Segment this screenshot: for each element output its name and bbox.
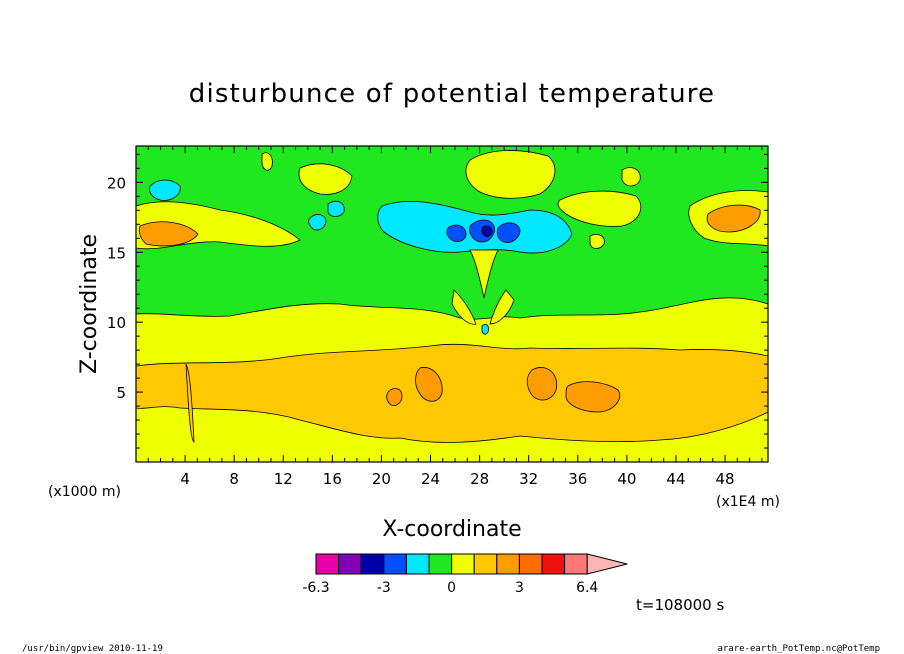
level-band-24 bbox=[621, 167, 641, 187]
level-band-11 bbox=[465, 150, 556, 199]
x-tick-label: 24 bbox=[421, 470, 440, 488]
level-band-17 bbox=[446, 224, 467, 242]
level-band-27 bbox=[185, 363, 195, 443]
x-tick-label: 20 bbox=[372, 470, 391, 488]
x-ticks: 4 8 12 16 20 24 28 32 36 40 44 48 bbox=[147, 146, 763, 488]
x-unit-label: (x1000 m) bbox=[48, 484, 121, 500]
x-tick-label: 48 bbox=[716, 470, 735, 488]
colorbar-label: 0 bbox=[447, 580, 456, 596]
colorbar-swatch bbox=[518, 553, 543, 575]
plot-area bbox=[136, 146, 768, 462]
y-tick-label: 5 bbox=[116, 384, 126, 402]
level-band-13 bbox=[298, 163, 353, 195]
level-band-21 bbox=[469, 249, 499, 299]
x-tick-label: 40 bbox=[617, 470, 636, 488]
x-tick-label: 36 bbox=[568, 470, 587, 488]
x-tick-label: 4 bbox=[180, 470, 190, 488]
y-tick-label: 20 bbox=[107, 174, 126, 192]
colorbar-swatch bbox=[541, 553, 566, 575]
level-band-2 bbox=[136, 343, 768, 443]
level-band-3 bbox=[415, 366, 443, 402]
y-tick-label: 15 bbox=[107, 244, 126, 262]
colorbar-swatch bbox=[405, 553, 430, 575]
chart-title: disturbunce of potential temperature bbox=[189, 79, 716, 109]
level-band-4 bbox=[526, 367, 558, 401]
level-band-28 bbox=[481, 225, 493, 237]
level-band-26 bbox=[261, 152, 273, 171]
level-band-6 bbox=[386, 388, 403, 406]
x-tick-label: 12 bbox=[274, 470, 293, 488]
colorbar-label: 3 bbox=[515, 580, 524, 596]
colorbar bbox=[315, 553, 628, 575]
level-band-22 bbox=[451, 289, 477, 325]
x-tick-label: 32 bbox=[519, 470, 538, 488]
level-band-29 bbox=[481, 324, 489, 335]
colorbar-swatch bbox=[383, 553, 407, 575]
x-scale-note: (x1E4 m) bbox=[716, 494, 780, 510]
level-band-8 bbox=[138, 221, 199, 247]
y-axis-label: Z-coordinate bbox=[77, 234, 102, 374]
colorbar-label: 6.4 bbox=[576, 580, 598, 596]
colorbar-label: -6.3 bbox=[302, 580, 329, 596]
level-band-18 bbox=[149, 179, 181, 201]
footer-right: arare-earth_PotTemp.nc@PotTemp bbox=[717, 644, 880, 654]
colorbar-swatch bbox=[338, 553, 362, 575]
level-band-12 bbox=[557, 190, 642, 227]
x-tick-label: 8 bbox=[229, 470, 239, 488]
colorbar-swatch bbox=[473, 553, 498, 575]
level-band-16 bbox=[496, 222, 521, 243]
time-label: t=108000 s bbox=[636, 596, 724, 614]
level-band-19 bbox=[308, 214, 327, 231]
footer-left: /usr/bin/gpview 2010-11-19 bbox=[22, 644, 163, 654]
level-band-10 bbox=[706, 204, 761, 233]
x-axis-label: X-coordinate bbox=[382, 517, 521, 542]
colorbar-arrow bbox=[586, 553, 628, 575]
colorbar-swatch bbox=[451, 553, 475, 575]
y-ticks: 5 10 15 20 bbox=[107, 153, 768, 449]
x-tick-label: 16 bbox=[323, 470, 342, 488]
colorbar-swatch bbox=[360, 553, 385, 575]
y-tick-label: 10 bbox=[107, 314, 126, 332]
level-band-23 bbox=[489, 289, 515, 325]
colorbar-swatch bbox=[564, 553, 588, 575]
level-band-25 bbox=[589, 234, 605, 249]
colorbar-labels: -6.3 -3 0 3 6.4 bbox=[302, 580, 598, 596]
colorbar-label: -3 bbox=[377, 580, 391, 596]
x-tick-label: 28 bbox=[470, 470, 489, 488]
colorbar-swatch bbox=[496, 553, 520, 575]
colorbar-swatch bbox=[315, 553, 340, 575]
level-band-5 bbox=[565, 381, 621, 413]
level-band-20 bbox=[327, 200, 345, 217]
plot-frame bbox=[135, 145, 769, 463]
x-tick-label: 44 bbox=[666, 470, 685, 488]
colorbar-swatch bbox=[428, 553, 453, 575]
